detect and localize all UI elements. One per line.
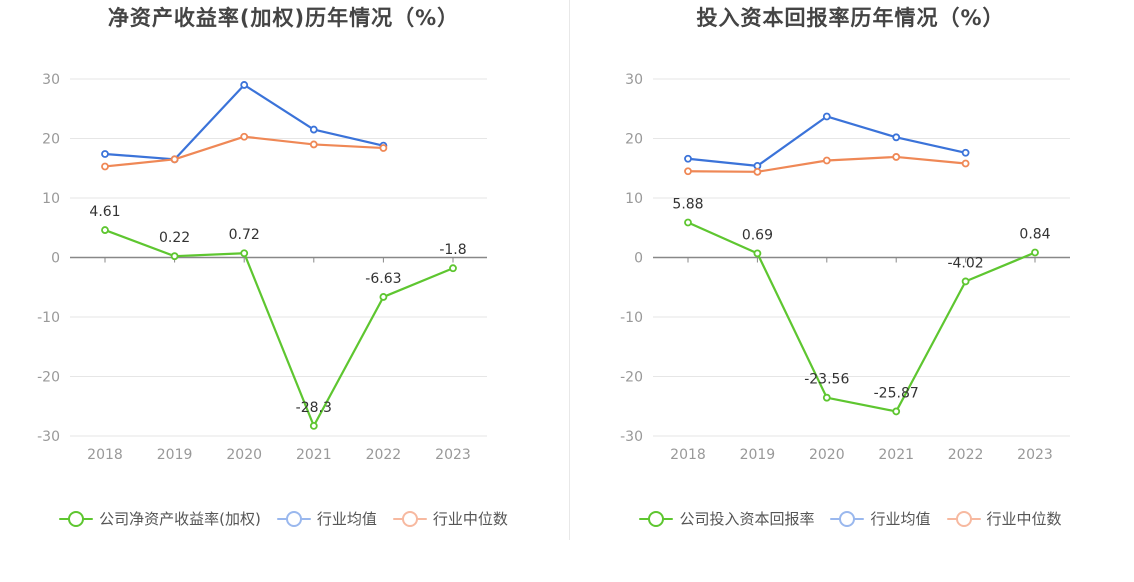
data-point [170, 155, 179, 164]
x-tick-label: 2018 [87, 447, 123, 463]
y-tick-label: 10 [42, 191, 60, 207]
x-tick-label: 2021 [296, 447, 332, 463]
data-point [822, 393, 831, 402]
y-tick-label: 0 [51, 251, 60, 267]
legend-label: 公司投入资本回报率 [679, 510, 815, 528]
y-tick-label: 20 [625, 132, 643, 148]
data-label: -28.3 [296, 400, 332, 416]
data-point [309, 140, 318, 149]
legend-marker-green [639, 510, 674, 527]
data-point [684, 218, 692, 227]
legend-item-company-roic[interactable]: 公司投入资本回报率 [639, 508, 814, 529]
x-tick-label: 2022 [948, 447, 984, 463]
data-label: 0.72 [229, 227, 260, 243]
data-point [892, 153, 901, 161]
data-point [1031, 248, 1039, 257]
data-point [240, 249, 249, 258]
legend-marker-blue [830, 510, 865, 527]
data-point [822, 156, 831, 165]
data-point [379, 144, 388, 152]
data-label: 4.61 [89, 204, 120, 220]
data-point [240, 81, 249, 89]
data-label: -23.56 [804, 372, 849, 388]
y-tick-label: 10 [625, 191, 643, 207]
legend-item-industry-median[interactable]: 行业中位数 [392, 508, 508, 529]
x-tick-label: 2019 [740, 447, 776, 463]
legend-label: 公司净资产收益率(加权) [99, 510, 261, 528]
y-tick-label: 20 [42, 132, 60, 148]
data-label: -1.8 [439, 242, 466, 258]
y-tick-label: -30 [37, 429, 60, 445]
legend-marker-orange [946, 510, 981, 527]
chart-title: 投入资本回报率历年情况（%） [696, 6, 1005, 30]
data-point [753, 249, 762, 258]
x-tick-label: 2023 [1017, 447, 1053, 463]
data-label: 0.84 [1019, 227, 1050, 243]
legend-label: 行业均值 [870, 510, 931, 528]
panel-divider [569, 0, 570, 540]
data-label: -4.02 [947, 255, 983, 271]
legend-label: 行业中位数 [986, 510, 1062, 528]
x-tick-label: 2020 [809, 447, 845, 463]
y-tick-label: -10 [620, 310, 643, 326]
y-tick-label: -10 [37, 310, 60, 326]
legend-marker-blue [276, 510, 311, 527]
x-tick-label: 2020 [226, 447, 262, 463]
x-tick-label: 2021 [878, 447, 914, 463]
data-label: 0.22 [159, 230, 190, 246]
data-label: 5.88 [672, 197, 703, 213]
data-point [101, 162, 109, 171]
data-point [449, 264, 457, 273]
data-point [822, 112, 831, 121]
legend-item-industry-mean[interactable]: 行业均值 [830, 508, 931, 529]
data-point [961, 148, 970, 157]
data-point [101, 150, 109, 158]
data-point [379, 293, 388, 301]
y-tick-label: 30 [625, 72, 643, 88]
chart-legend: 公司投入资本回报率 行业均值 行业中位数 [567, 508, 1134, 529]
data-point [101, 226, 109, 234]
data-point [309, 125, 318, 134]
series-line-company [687, 221, 1036, 413]
data-point [753, 167, 762, 176]
data-point [892, 133, 901, 142]
x-tick-label: 2018 [670, 447, 706, 463]
chart-legend: 公司净资产收益率(加权) 行业均值 行业中位数 [0, 508, 567, 529]
data-point [961, 277, 970, 286]
chart-title: 净资产收益率(加权)历年情况（%） [107, 6, 460, 30]
y-tick-label: -20 [620, 370, 643, 386]
series-line-industry-median [104, 135, 384, 168]
data-point [309, 421, 318, 430]
roe-chart-panel: 净资产收益率(加权)历年情况（%） 30 20 10 0 -10 -20 -30 2018 20… [0, 6, 567, 529]
x-tick-label: 2019 [157, 447, 193, 463]
series-line-industry-mean [104, 83, 384, 161]
y-tick-label: -20 [37, 370, 60, 386]
roic-line-chart: 30 20 10 0 -10 -20 -30 2018 2019 2020 2021 2022 2023… [620, 72, 1070, 463]
legend-item-industry-mean[interactable]: 行业均值 [276, 508, 377, 529]
legend-marker-green [59, 510, 94, 527]
legend-marker-orange [392, 510, 427, 527]
roe-line-chart: 30 20 10 0 -10 -20 -30 2018 2019 2020 2021 2022 2023… [37, 72, 487, 463]
y-tick-label: -30 [620, 429, 643, 445]
x-tick-label: 2023 [435, 447, 471, 463]
legend-label: 行业均值 [316, 510, 377, 528]
data-point [961, 159, 970, 168]
data-point [240, 132, 249, 141]
legend-item-company-roe[interactable]: 公司净资产收益率(加权) [59, 508, 261, 529]
data-point [892, 407, 901, 416]
series-line-company [104, 229, 454, 427]
data-label: -25.87 [874, 385, 919, 401]
data-point [684, 154, 692, 163]
x-tick-label: 2022 [366, 447, 402, 463]
data-point [684, 167, 692, 176]
data-label: 0.69 [742, 227, 773, 243]
y-tick-label: 30 [42, 72, 60, 88]
legend-label: 行业中位数 [432, 510, 508, 528]
data-point [170, 252, 179, 261]
roic-chart-panel: 投入资本回报率历年情况（%） 30 20 10 0 -10 -20 -30 2018 2019 2… [567, 0, 1134, 582]
y-tick-label: 0 [634, 251, 643, 267]
data-label: -6.63 [365, 271, 401, 287]
legend-item-industry-median[interactable]: 行业中位数 [946, 508, 1062, 529]
